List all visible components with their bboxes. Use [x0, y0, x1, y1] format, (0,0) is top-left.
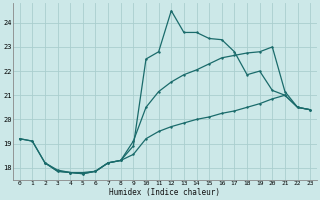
X-axis label: Humidex (Indice chaleur): Humidex (Indice chaleur): [109, 188, 220, 197]
